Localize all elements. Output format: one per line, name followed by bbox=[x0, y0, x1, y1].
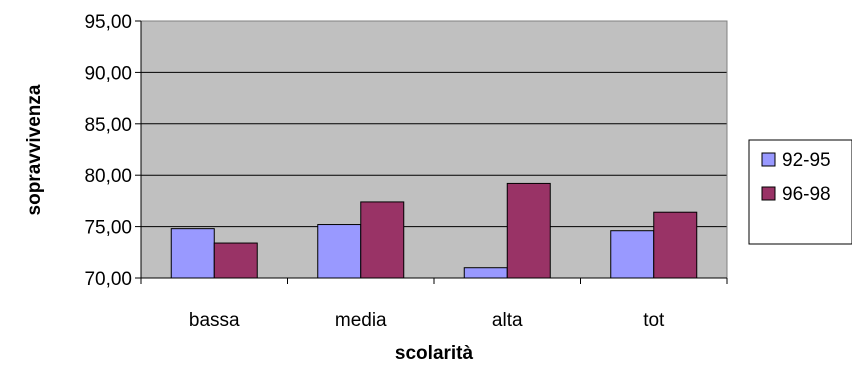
bar-96-98-alta bbox=[506, 182, 551, 279]
bars bbox=[170, 182, 698, 279]
x-tick-label: media bbox=[335, 310, 387, 331]
legend-label: 92-95 bbox=[782, 150, 831, 171]
x-tick-label: bassa bbox=[189, 310, 240, 331]
y-axis-title: sopravvivenza bbox=[24, 84, 45, 215]
bar-92-95-media bbox=[317, 224, 362, 279]
bar-96-98-media bbox=[360, 201, 405, 279]
legend-label: 96-98 bbox=[782, 184, 831, 205]
y-tick-label: 80,00 bbox=[84, 166, 132, 187]
legend: 92-95 96-98 bbox=[748, 139, 852, 245]
legend-swatch bbox=[761, 186, 776, 201]
x-tick-label: alta bbox=[492, 310, 523, 331]
x-axis-ticks: bassa media alta tot bbox=[140, 278, 728, 331]
x-axis-title: scolarità bbox=[395, 343, 474, 364]
y-axis-ticks: 70,00 75,00 80,00 85,00 90,00 95,00 bbox=[84, 12, 141, 290]
x-tick-label: tot bbox=[643, 310, 665, 331]
legend-swatch bbox=[761, 152, 776, 167]
bar-96-98-tot bbox=[653, 211, 698, 279]
y-tick-label: 75,00 bbox=[84, 218, 132, 239]
bar-92-95-bassa bbox=[170, 228, 215, 279]
bar-92-95-tot bbox=[610, 230, 655, 279]
y-tick-label: 95,00 bbox=[84, 12, 132, 33]
y-tick-label: 90,00 bbox=[84, 63, 132, 84]
gridlines bbox=[141, 20, 727, 228]
y-tick-label: 85,00 bbox=[84, 115, 132, 136]
bar-96-98-bassa bbox=[213, 242, 258, 279]
y-tick-label: 70,00 bbox=[84, 269, 132, 290]
bar-92-95-alta bbox=[463, 267, 508, 279]
